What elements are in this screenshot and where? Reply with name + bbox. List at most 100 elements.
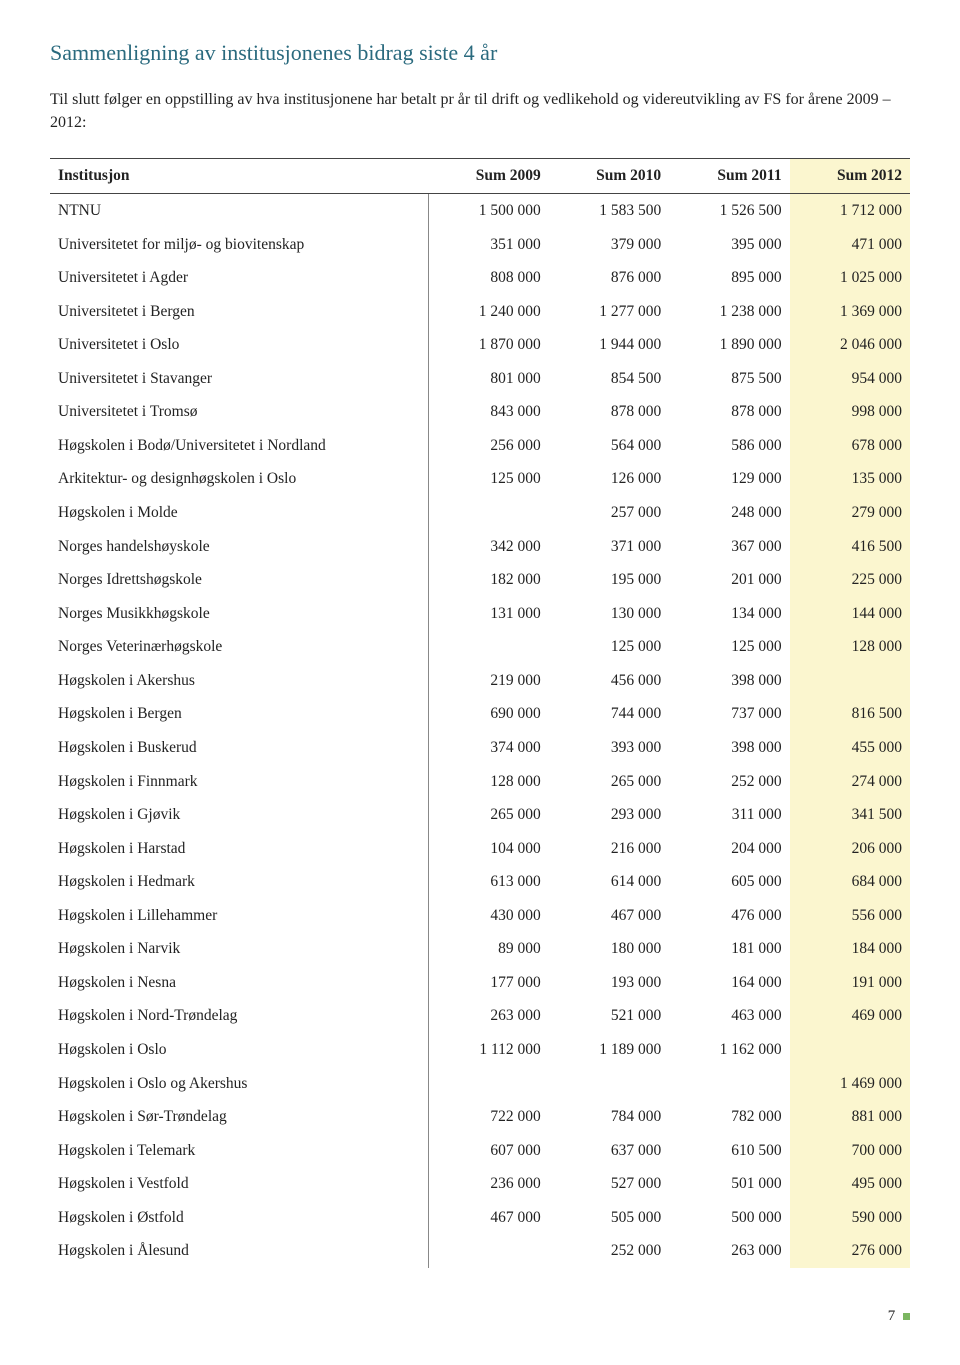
cell-institution: Høgskolen i Ålesund — [50, 1234, 428, 1268]
cell-institution: Norges handelshøyskole — [50, 530, 428, 564]
cell-institution: Høgskolen i Vestfold — [50, 1167, 428, 1201]
table-row: Norges Musikkhøgskole131 000130 000134 0… — [50, 597, 910, 631]
cell-value: 416 500 — [790, 530, 910, 564]
table-row: Høgskolen i Nesna177 000193 000164 00019… — [50, 966, 910, 1000]
table-row: Høgskolen i Østfold467 000505 000500 000… — [50, 1201, 910, 1235]
cell-institution: NTNU — [50, 193, 428, 227]
cell-value: 184 000 — [790, 932, 910, 966]
cell-value: 605 000 — [669, 865, 789, 899]
cell-value: 180 000 — [549, 932, 669, 966]
cell-institution: Norges Musikkhøgskole — [50, 597, 428, 631]
cell-value: 126 000 — [549, 462, 669, 496]
cell-value — [428, 496, 548, 530]
cell-value: 206 000 — [790, 832, 910, 866]
table-row: Universitetet i Bergen1 240 0001 277 000… — [50, 295, 910, 329]
table-row: Høgskolen i Oslo1 112 0001 189 0001 162 … — [50, 1033, 910, 1067]
cell-value: 843 000 — [428, 395, 548, 429]
table-row: Universitetet i Stavanger801 000854 5008… — [50, 362, 910, 396]
page-title: Sammenligning av institusjonenes bidrag … — [50, 40, 910, 66]
table-row: Universitetet i Tromsø843 000878 000878 … — [50, 395, 910, 429]
cell-value: 125 000 — [428, 462, 548, 496]
col-sum-2009: Sum 2009 — [428, 159, 548, 194]
contributions-table: Institusjon Sum 2009 Sum 2010 Sum 2011 S… — [50, 158, 910, 1268]
cell-value: 1 277 000 — [549, 295, 669, 329]
cell-value: 744 000 — [549, 697, 669, 731]
intro-paragraph: Til slutt følger en oppstilling av hva i… — [50, 88, 910, 134]
cell-value: 398 000 — [669, 664, 789, 698]
cell-institution: Høgskolen i Oslo — [50, 1033, 428, 1067]
cell-value: 201 000 — [669, 563, 789, 597]
cell-value: 252 000 — [669, 765, 789, 799]
cell-value: 351 000 — [428, 228, 548, 262]
cell-value: 2 046 000 — [790, 328, 910, 362]
cell-value: 274 000 — [790, 765, 910, 799]
cell-value: 590 000 — [790, 1201, 910, 1235]
cell-value: 252 000 — [549, 1234, 669, 1268]
cell-value: 954 000 — [790, 362, 910, 396]
cell-value: 737 000 — [669, 697, 789, 731]
cell-institution: Universitetet i Agder — [50, 261, 428, 295]
cell-value: 164 000 — [669, 966, 789, 1000]
table-row: Høgskolen i Narvik89 000180 000181 00018… — [50, 932, 910, 966]
cell-value: 293 000 — [549, 798, 669, 832]
cell-value: 395 000 — [669, 228, 789, 262]
cell-value: 89 000 — [428, 932, 548, 966]
cell-value: 265 000 — [549, 765, 669, 799]
cell-value: 1 712 000 — [790, 193, 910, 227]
cell-value: 471 000 — [790, 228, 910, 262]
table-row: Norges Idrettshøgskole182 000195 000201 … — [50, 563, 910, 597]
cell-value: 1 890 000 — [669, 328, 789, 362]
cell-value: 204 000 — [669, 832, 789, 866]
cell-value: 505 000 — [549, 1201, 669, 1235]
cell-value: 144 000 — [790, 597, 910, 631]
cell-value: 225 000 — [790, 563, 910, 597]
cell-value: 374 000 — [428, 731, 548, 765]
cell-value: 257 000 — [549, 496, 669, 530]
cell-value: 371 000 — [549, 530, 669, 564]
cell-value: 125 000 — [669, 630, 789, 664]
cell-value: 342 000 — [428, 530, 548, 564]
cell-institution: Universitetet i Stavanger — [50, 362, 428, 396]
cell-institution: Høgskolen i Oslo og Akershus — [50, 1067, 428, 1101]
cell-institution: Høgskolen i Molde — [50, 496, 428, 530]
cell-value: 876 000 — [549, 261, 669, 295]
cell-value: 610 500 — [669, 1134, 789, 1168]
cell-value: 1 944 000 — [549, 328, 669, 362]
table-row: Høgskolen i Bergen690 000744 000737 0008… — [50, 697, 910, 731]
cell-value: 527 000 — [549, 1167, 669, 1201]
cell-value: 501 000 — [669, 1167, 789, 1201]
cell-value: 263 000 — [669, 1234, 789, 1268]
cell-institution: Høgskolen i Harstad — [50, 832, 428, 866]
cell-institution: Arkitektur- og designhøgskolen i Oslo — [50, 462, 428, 496]
cell-value: 129 000 — [669, 462, 789, 496]
cell-value: 684 000 — [790, 865, 910, 899]
table-row: Universitetet for miljø- og biovitenskap… — [50, 228, 910, 262]
cell-value: 854 500 — [549, 362, 669, 396]
cell-value: 998 000 — [790, 395, 910, 429]
cell-value: 104 000 — [428, 832, 548, 866]
cell-value: 455 000 — [790, 731, 910, 765]
cell-value — [428, 630, 548, 664]
cell-institution: Høgskolen i Bergen — [50, 697, 428, 731]
cell-value: 637 000 — [549, 1134, 669, 1168]
cell-value: 256 000 — [428, 429, 548, 463]
cell-value: 177 000 — [428, 966, 548, 1000]
cell-value: 722 000 — [428, 1100, 548, 1134]
cell-value: 607 000 — [428, 1134, 548, 1168]
cell-value: 476 000 — [669, 899, 789, 933]
cell-value: 191 000 — [790, 966, 910, 1000]
cell-institution: Høgskolen i Nesna — [50, 966, 428, 1000]
cell-value: 700 000 — [790, 1134, 910, 1168]
cell-value: 311 000 — [669, 798, 789, 832]
table-row: Universitetet i Oslo1 870 0001 944 0001 … — [50, 328, 910, 362]
cell-institution: Høgskolen i Nord-Trøndelag — [50, 999, 428, 1033]
cell-value: 521 000 — [549, 999, 669, 1033]
cell-institution: Høgskolen i Østfold — [50, 1201, 428, 1235]
cell-value: 1 526 500 — [669, 193, 789, 227]
table-header-row: Institusjon Sum 2009 Sum 2010 Sum 2011 S… — [50, 159, 910, 194]
table-row: Høgskolen i Buskerud374 000393 000398 00… — [50, 731, 910, 765]
cell-value: 586 000 — [669, 429, 789, 463]
cell-value: 341 500 — [790, 798, 910, 832]
cell-institution: Høgskolen i Finnmark — [50, 765, 428, 799]
cell-value: 784 000 — [549, 1100, 669, 1134]
